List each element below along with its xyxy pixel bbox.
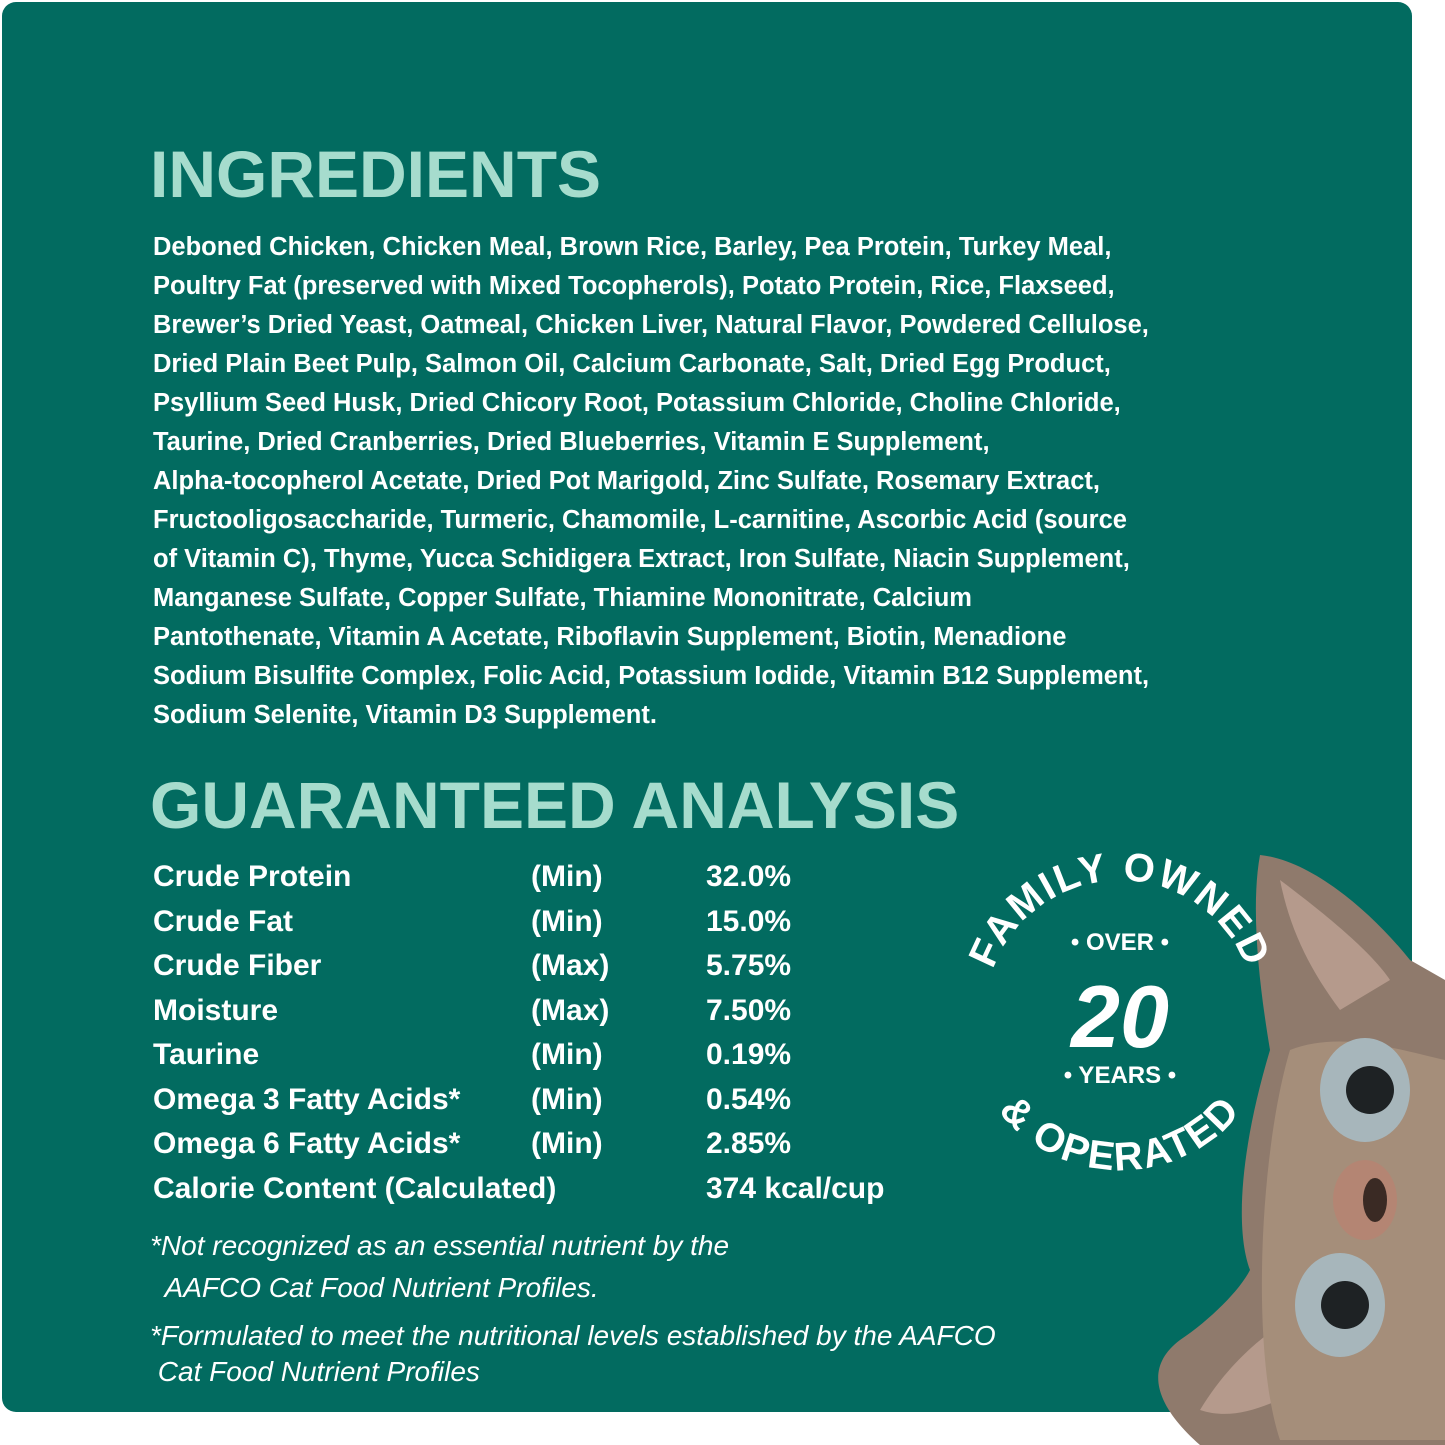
ingredients-list: Deboned Chicken, Chicken Meal, Brown Ric… [153,228,1149,735]
analysis-qual: (Min) [531,1038,603,1071]
ingredients-line: Dried Plain Beet Pulp, Salmon Oil, Calci… [153,350,1111,378]
ingredients-line: Psyllium Seed Husk, Dried Chicory Root, … [153,389,1121,417]
analysis-name: Taurine [153,1038,260,1071]
badge-number: 20 [1069,967,1169,1066]
badge-years: • YEARS • [1064,1062,1176,1089]
analysis-qual: (Min) [531,1127,603,1160]
ingredients-line: Taurine, Dried Cranberries, Dried Bluebe… [153,428,990,456]
analysis-value: 2.85% [706,1127,792,1160]
analysis-name: Moisture [153,993,279,1027]
ingredients-line: Poultry Fat (preserved with Mixed Tocoph… [153,272,1115,300]
analysis-value: 5.75% [706,949,792,982]
analysis-qual: (Min) [531,860,603,893]
analysis-value: 0.19% [706,1038,792,1071]
analysis-qual: (Max) [531,949,610,982]
footnote-2: *Formulated to meet the nutritional leve… [150,1318,996,1390]
analysis-qual: (Min) [531,904,603,938]
badge-bottom-text: & OPERATED [991,1087,1248,1179]
ingredients-line: Deboned Chicken, Chicken Meal, Brown Ric… [153,233,1112,261]
analysis-qual: (Max) [531,993,610,1027]
ingredients-line: Alpha-tocopherol Acetate, Dried Pot Mari… [153,467,1100,495]
ingredients-line: Sodium Bisulfite Complex, Folic Acid, Po… [153,662,1150,690]
ingredients-line: Sodium Selenite, Vitamin D3 Supplement. [153,701,657,729]
ingredients-line: of Vitamin C), Thyme, Yucca Schidigera E… [153,545,1130,573]
analysis-name: Omega 3 Fatty Acids* [153,1082,461,1116]
footnote-2-line-2: Cat Food Nutrient Profiles [150,1356,480,1387]
analysis-value: 374 kcal/cup [706,1171,885,1205]
analysis-name: Crude Protein [153,860,352,893]
family-owned-badge: FAMILY OWNED & OPERATED • OVER • 20 • YE… [961,845,1278,1180]
analysis-value: 15.0% [706,904,792,938]
footnote-2-line-1: *Formulated to meet the nutritional leve… [150,1320,996,1351]
analysis-value: 0.54% [706,1082,792,1116]
ingredients-line: Manganese Sulfate, Copper Sulfate, Thiam… [153,584,972,612]
ingredients-heading: INGREDIENTS [150,137,602,211]
analysis-name: Crude Fat [153,904,294,938]
ingredients-panel [2,2,1412,1412]
analysis-value: 32.0% [706,860,792,893]
analysis-name: Omega 6 Fatty Acids* [153,1127,461,1160]
footnote-1-line-2: AAFCO Cat Food Nutrient Profiles. [150,1272,599,1303]
footnote-1: *Not recognized as an essential nutrient… [150,1226,729,1308]
footnote-1-line-1: *Not recognized as an essential nutrient… [150,1230,730,1261]
analysis-qual: (Min) [531,1082,603,1116]
analysis-heading: GUARANTEED ANALYSIS [150,768,960,842]
ingredients-line: Brewer’s Dried Yeast, Oatmeal, Chicken L… [153,311,1149,339]
badge-over: • OVER • [1071,929,1169,956]
analysis-name: Calorie Content (Calculated) [153,1171,557,1205]
ingredients-line: Pantothenate, Vitamin A Acetate, Ribofla… [153,623,1067,651]
ingredients-line: Fructooligosaccharide, Turmeric, Chamomi… [153,506,1127,534]
cat-photo [1158,855,1445,1445]
analysis-name: Crude Fiber [153,949,322,982]
analysis-value: 7.50% [706,993,792,1027]
